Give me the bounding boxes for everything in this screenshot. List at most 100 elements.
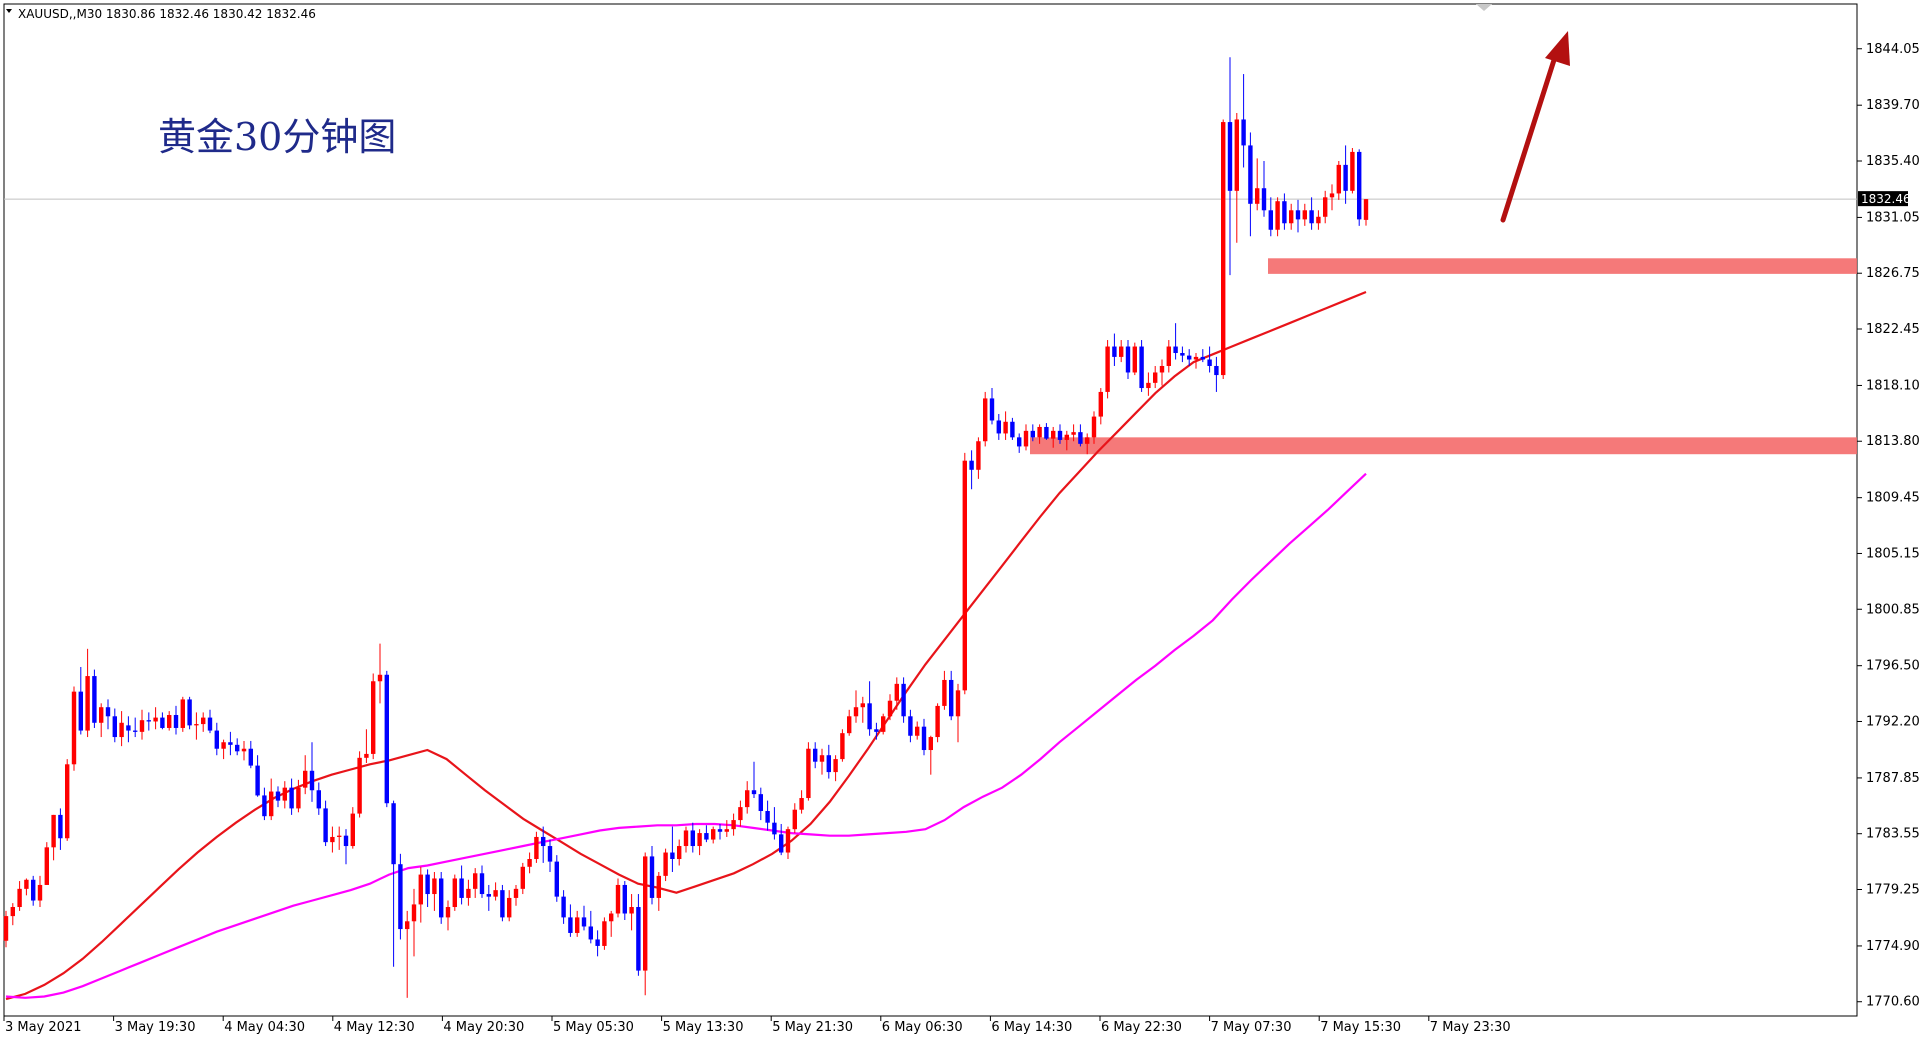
candle-body	[1261, 188, 1267, 211]
symbol-header: XAUUSD,,M30 1830.86 1832.46 1830.42 1832…	[18, 7, 316, 21]
candle-body	[677, 846, 682, 860]
bull-candle	[507, 890, 512, 922]
candle-body	[1085, 437, 1090, 444]
bull-candle	[799, 790, 804, 814]
price-tick-label: 1822.45	[1866, 322, 1920, 337]
bear-candle	[636, 894, 641, 976]
support-zone	[1268, 258, 1857, 274]
bear-candle	[908, 709, 913, 743]
candle-body	[282, 787, 287, 801]
time-tick-label: 6 May 14:30	[991, 1020, 1072, 1035]
bull-candle	[819, 748, 825, 775]
candle-body	[643, 856, 648, 971]
candle-body	[1037, 426, 1042, 438]
bear-candle	[316, 782, 321, 815]
candle-body	[296, 787, 301, 809]
bear-candle	[813, 742, 818, 769]
candle-body	[541, 836, 546, 847]
bull-candle	[976, 437, 981, 479]
candle-body	[949, 679, 954, 717]
candle-body	[765, 811, 770, 823]
bear-candle	[547, 839, 553, 872]
candle-body	[411, 904, 417, 922]
bull-candle	[1085, 433, 1090, 455]
symbol-dropdown-icon[interactable]	[6, 9, 12, 13]
bear-candle	[622, 881, 627, 920]
bear-candle	[486, 884, 491, 911]
candle-body	[1146, 382, 1151, 389]
candle-body	[10, 907, 15, 917]
bull-candle	[1051, 426, 1056, 448]
candle-body	[649, 856, 655, 898]
bear-candle	[1078, 424, 1083, 447]
candle-body	[405, 921, 410, 930]
bull-candle	[432, 871, 437, 911]
candle-body	[520, 866, 525, 889]
candle-body	[418, 874, 423, 905]
candle-body	[323, 808, 328, 843]
candle-body	[1214, 365, 1219, 376]
bear-candle	[1112, 333, 1117, 366]
candle-body	[1336, 164, 1341, 194]
bear-candle	[289, 778, 294, 815]
candle-body	[459, 878, 464, 898]
candle-body	[262, 795, 267, 817]
bull-candle	[785, 826, 791, 860]
price-tick-label: 1805.15	[1866, 546, 1920, 561]
candle-body	[330, 836, 335, 843]
candle-body	[1017, 437, 1022, 447]
bear-candle	[309, 742, 315, 802]
bull-candle	[221, 739, 226, 760]
bear-candle	[561, 890, 566, 924]
candle-body	[1193, 356, 1199, 360]
bull-candle	[241, 740, 247, 761]
bear-candle	[690, 822, 695, 853]
bear-candle	[1010, 417, 1015, 440]
candle-body	[126, 725, 131, 731]
candle-body	[228, 742, 233, 745]
shift-marker-icon[interactable]	[1476, 4, 1492, 11]
candle-body	[1132, 346, 1137, 373]
candle-body	[690, 830, 695, 847]
price-tick-label: 1783.55	[1866, 827, 1920, 842]
bull-candle	[656, 871, 661, 911]
bull-candle	[194, 712, 199, 740]
bull-candle	[119, 711, 124, 747]
bull-candle	[1146, 372, 1151, 396]
bull-candle	[1091, 411, 1097, 444]
candle-body	[105, 707, 111, 717]
candle-body	[275, 791, 281, 801]
candle-body	[167, 714, 172, 728]
bull-candle	[377, 643, 383, 704]
candle-body	[146, 720, 151, 722]
bull-candle	[296, 779, 301, 813]
candle-body	[942, 679, 947, 706]
candle-body	[1051, 430, 1056, 439]
bull-candle	[677, 839, 682, 866]
bear-candle	[772, 807, 777, 840]
candle-body	[1159, 365, 1165, 373]
bull-candle	[405, 910, 410, 998]
bull-candle	[520, 862, 525, 895]
time-tick-label: 5 May 13:30	[663, 1020, 744, 1035]
bear-candle	[717, 823, 723, 840]
time-tick-label: 5 May 21:30	[772, 1020, 853, 1035]
candle-body	[921, 726, 927, 751]
candle-body	[1363, 199, 1369, 220]
candle-body	[989, 398, 995, 421]
candle-body	[58, 814, 63, 839]
bull-candle	[955, 683, 961, 743]
bear-candle	[1139, 340, 1144, 392]
candle-body	[493, 890, 498, 897]
bear-candle	[595, 930, 600, 957]
candle-body	[1166, 346, 1171, 366]
candle-body	[656, 875, 661, 898]
candle-body	[806, 748, 811, 799]
bull-candle	[724, 820, 729, 837]
candle-body	[704, 833, 709, 840]
candle-body	[901, 683, 906, 717]
bear-candle	[275, 786, 281, 808]
candle-body	[1255, 188, 1260, 204]
candle-body	[1180, 353, 1185, 356]
candle-body	[3, 916, 9, 941]
